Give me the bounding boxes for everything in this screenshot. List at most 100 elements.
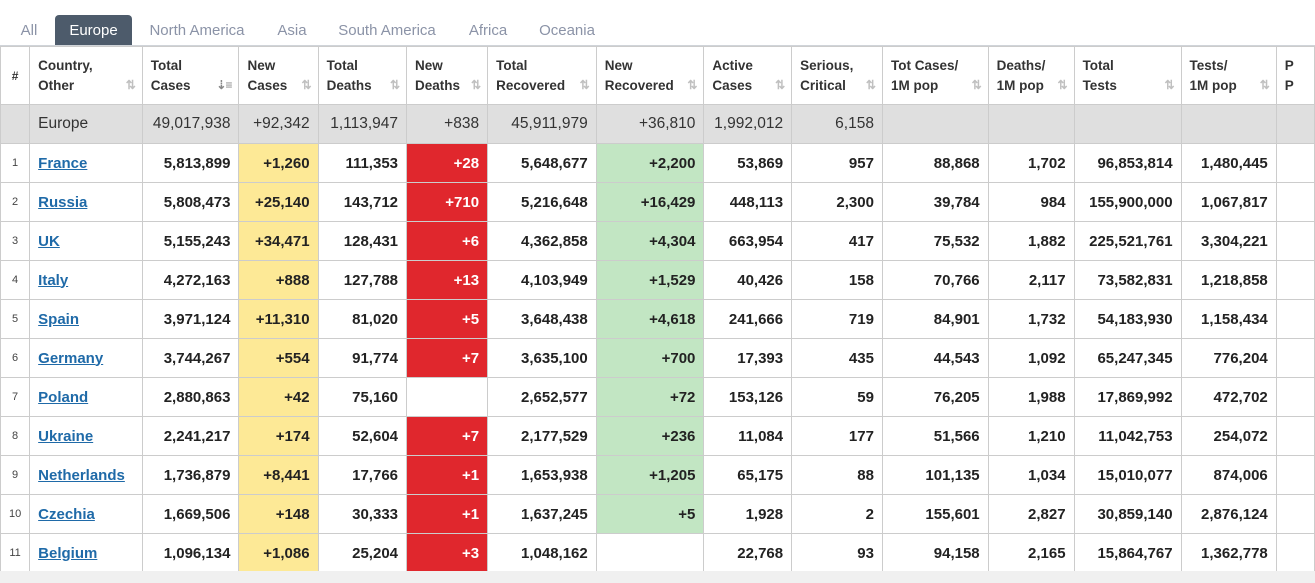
new-recovered-cell: +2,200 (595, 143, 705, 183)
sort-icon[interactable]: ⇅ (1164, 78, 1174, 92)
header-country[interactable]: Country, Other ⇅ (29, 46, 143, 105)
cases-per-million-cell (881, 104, 989, 144)
deaths-per-million-cell: 1,702 (987, 143, 1075, 183)
sort-icon[interactable]: ⇅ (971, 78, 982, 92)
header-new-recovered[interactable]: New Recovered ⇅ (595, 46, 705, 105)
active-cases-cell: 53,869 (703, 143, 793, 183)
sort-icon[interactable]: ⇅ (687, 78, 697, 92)
new-deaths-cell: +5 (406, 299, 489, 339)
cases-per-million-cell: 44,543 (881, 338, 989, 378)
header-label-line2: Recovered (496, 77, 566, 93)
horizontal-scrollbar[interactable] (0, 571, 1315, 583)
sort-icon[interactable]: ⇅ (1057, 78, 1068, 92)
header-new-cases[interactable]: New Cases ⇅ (238, 46, 319, 105)
header-label-line1: New (415, 57, 443, 73)
new-deaths-cell: +13 (406, 260, 489, 300)
country-link[interactable]: Spain (38, 310, 79, 328)
country-link[interactable]: Poland (38, 388, 89, 406)
tab-europe[interactable]: Europe (55, 15, 132, 46)
header-total-tests[interactable]: Total Tests ⇅ (1073, 46, 1182, 105)
total-deaths-cell: 30,333 (317, 494, 408, 534)
sort-icon[interactable]: ⇅ (471, 78, 481, 92)
active-cases-cell: 448,113 (703, 182, 793, 222)
sort-icon[interactable]: ⇅ (301, 78, 312, 92)
total-tests-cell: 225,521,761 (1073, 221, 1182, 261)
country-link[interactable]: Czechia (38, 505, 95, 523)
header-label-line2: 1M pop (890, 77, 939, 93)
header-total-deaths[interactable]: Total Deaths ⇅ (317, 46, 408, 105)
country-link[interactable]: Germany (38, 349, 104, 367)
total-deaths-cell: 75,160 (317, 377, 408, 417)
deaths-per-million-cell: 2,165 (987, 533, 1075, 573)
new-cases-cell: +34,471 (238, 221, 319, 261)
population-cell (1275, 260, 1315, 300)
population-cell (1275, 104, 1315, 144)
tests-per-million-cell: 254,072 (1180, 416, 1277, 456)
rank-cell: 4 (0, 260, 31, 300)
country-link[interactable]: Netherlands (38, 466, 125, 484)
total-tests-cell: 155,900,000 (1073, 182, 1182, 222)
covid-data-table: # Country, Other ⇅ Total Cases ⇣≡ New Cases ⇅ Tota… (0, 46, 1315, 573)
header-label-line1: Tot Cases/ (890, 57, 959, 73)
sort-icon[interactable]: ⇅ (1259, 78, 1270, 92)
country-link[interactable]: Ukraine (38, 427, 94, 445)
tab-oceania[interactable]: Oceania (539, 22, 595, 39)
header-serious-critical[interactable]: Serious, Critical ⇅ (791, 46, 883, 105)
country-link[interactable]: Belgium (38, 544, 98, 562)
sort-icon[interactable]: ⇅ (579, 78, 590, 92)
active-cases-cell: 22,768 (703, 533, 793, 573)
sort-icon[interactable]: ⇅ (865, 78, 876, 92)
country-link[interactable]: Russia (38, 193, 88, 211)
country-link[interactable]: Italy (38, 271, 69, 289)
tests-per-million-cell: 1,067,817 (1180, 182, 1277, 222)
deaths-per-million-cell: 1,882 (987, 221, 1075, 261)
header-tests-per-million[interactable]: Tests/1M pop ⇅ (1180, 46, 1277, 105)
sort-icon[interactable]: ⇅ (389, 78, 400, 92)
total-recovered-cell: 4,103,949 (487, 260, 597, 300)
new-cases-cell: +554 (238, 338, 319, 378)
tab-all[interactable]: All (20, 22, 38, 39)
total-recovered-cell: 5,648,677 (487, 143, 597, 183)
tab-asia[interactable]: Asia (277, 22, 307, 39)
tests-per-million-cell: 874,006 (1180, 455, 1277, 495)
tab-north-america[interactable]: North America (149, 22, 245, 39)
tab-south-america[interactable]: South America (338, 22, 436, 39)
new-recovered-cell: +236 (595, 416, 705, 456)
total-deaths-cell: 128,431 (317, 221, 408, 261)
deaths-per-million-cell: 1,034 (987, 455, 1075, 495)
header-total-recovered[interactable]: Total Recovered ⇅ (487, 46, 597, 105)
active-cases-cell: 153,126 (703, 377, 793, 417)
cases-per-million-cell: 101,135 (881, 455, 989, 495)
tab-africa[interactable]: Africa (468, 22, 508, 39)
new-deaths-cell: +710 (406, 182, 489, 222)
country-cell: UK (29, 221, 143, 261)
country-link[interactable]: UK (38, 232, 60, 250)
table-row: 11 Belgium 1,096,134 +1,086 25,204 +3 1,048,16… (0, 533, 1315, 573)
country-link[interactable]: France (38, 154, 88, 172)
sort-icon[interactable]: ⇣≡ (216, 78, 232, 92)
new-recovered-cell: +72 (595, 377, 705, 417)
sort-icon[interactable]: ⇅ (125, 78, 136, 92)
country-cell: Netherlands (29, 455, 143, 495)
rank-cell: 8 (0, 416, 31, 456)
active-cases-cell: 663,954 (703, 221, 793, 261)
header-deaths-per-million[interactable]: Deaths/1M pop ⇅ (987, 46, 1075, 105)
total-deaths-cell: 25,204 (317, 533, 408, 573)
tabs-divider (0, 45, 1315, 46)
header-total-cases[interactable]: Total Cases ⇣≡ (141, 46, 240, 105)
header-new-deaths[interactable]: New Deaths ⇅ (406, 46, 489, 105)
deaths-per-million-cell: 984 (987, 182, 1075, 222)
table-row: 3 UK 5,155,243 +34,471 128,431 +6 4,362,858 +4,… (0, 221, 1315, 261)
tests-per-million-cell: 472,702 (1180, 377, 1277, 417)
total-recovered-cell: 45,911,979 (487, 104, 597, 144)
header-label-line2: P (1284, 77, 1294, 93)
sort-icon[interactable]: ⇅ (775, 78, 785, 92)
header-active-cases[interactable]: Active Cases ⇅ (703, 46, 793, 105)
country-cell: Spain (29, 299, 143, 339)
header-cases-per-million[interactable]: Tot Cases/1M pop ⇅ (881, 46, 989, 105)
serious-critical-cell: 6,158 (791, 104, 883, 144)
new-cases-cell: +888 (238, 260, 319, 300)
deaths-per-million-cell: 1,732 (987, 299, 1075, 339)
header-label-line2: 1M pop (1189, 77, 1237, 93)
